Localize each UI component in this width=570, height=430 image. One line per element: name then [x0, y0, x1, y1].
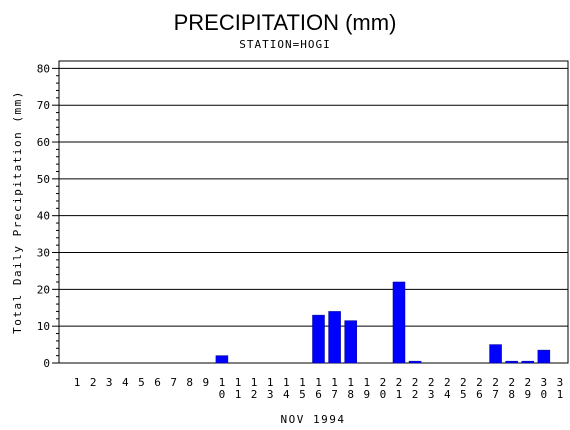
- x-tick-label: 4: [122, 376, 129, 389]
- y-tick-label: 0: [43, 357, 50, 370]
- x-tick-label: 5: [138, 376, 145, 389]
- y-axis: 0 10 20 30 40 50 60 70 80: [37, 62, 59, 370]
- x-tick-label: 2: [90, 376, 97, 389]
- x-tick-label: 1: [74, 376, 81, 389]
- y-tick-label: 50: [37, 173, 50, 186]
- y-tick-label: 30: [37, 247, 50, 260]
- x-tick-label: 7: [170, 376, 177, 389]
- chart-subtitle: STATION=HOGI: [239, 38, 330, 51]
- bar-day-18: [344, 320, 357, 364]
- y-tick-label: 40: [37, 210, 50, 223]
- y-tick-label: 70: [37, 99, 50, 112]
- grid-lines: [59, 67, 568, 327]
- bar-day-21: [392, 281, 406, 364]
- x-axis: 1 2 3 4 5 6 7 8 9 1 01 11 21 31 41 51 61 71 81 92 02 12 22 32 42…: [74, 376, 564, 401]
- y-tick-label: 20: [37, 283, 50, 296]
- bar-day-27: [489, 344, 502, 364]
- y-axis-label: Total Daily Precipitation (mm): [11, 90, 24, 334]
- x-axis-label: NOV 1994: [281, 413, 346, 426]
- bars: [215, 281, 551, 364]
- bar-day-30: [537, 349, 551, 364]
- x-tick-label: 3: [106, 376, 113, 389]
- chart-title: PRECIPITATION (mm): [174, 10, 397, 35]
- x-tick-label: 6: [154, 376, 161, 389]
- bar-day-10: [215, 355, 229, 364]
- bar-day-22: [408, 360, 422, 364]
- x-tick-label: 9: [203, 376, 210, 389]
- x-tick-label: 8: [186, 376, 193, 389]
- bar-day-17: [328, 311, 341, 364]
- bar-day-29: [521, 360, 535, 364]
- bar-day-16: [312, 314, 325, 364]
- y-tick-label: 60: [37, 136, 50, 149]
- y-tick-label: 80: [37, 62, 50, 75]
- bar-day-28: [505, 360, 518, 364]
- y-tick-label: 10: [37, 320, 50, 333]
